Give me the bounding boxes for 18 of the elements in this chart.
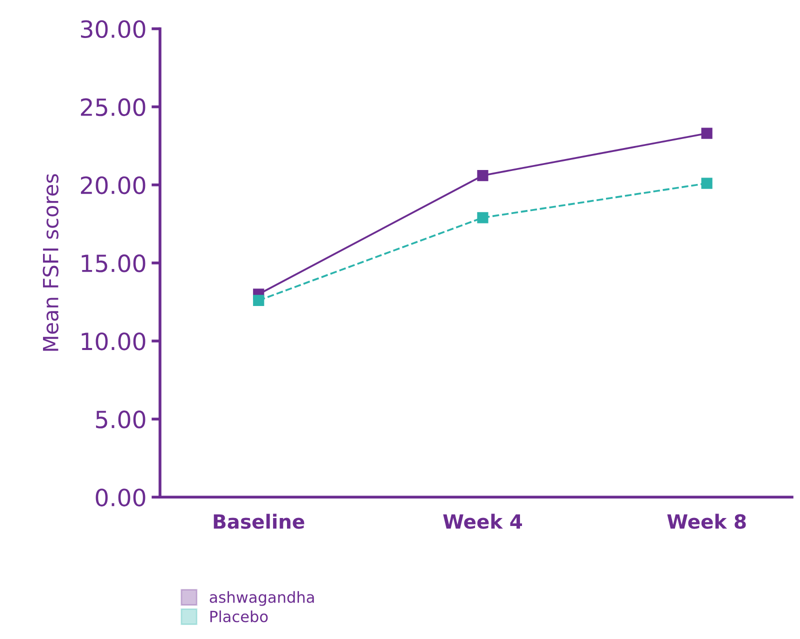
point	[253, 294, 264, 306]
point	[701, 128, 712, 139]
y-tick-label: 0.00	[96, 488, 146, 506]
y-tick-label: 20.00	[80, 176, 146, 194]
y-tick-label: 30.00	[81, 20, 146, 38]
point	[701, 178, 712, 189]
x-tick-label: Week 8	[667, 514, 746, 529]
y-tick-label: 5.00	[96, 410, 146, 428]
y-tick-label: 15.00	[82, 254, 146, 272]
x-tick-label: Week 4	[443, 514, 522, 529]
legend-label: ashwagandha	[210, 591, 314, 606]
y-tick-label: 10.00	[82, 332, 146, 350]
y-axis-title: Mean FSFI scores	[42, 174, 59, 351]
y-tick-label: 25.00	[80, 98, 146, 116]
point	[477, 212, 488, 224]
legend-label: Placebo	[210, 610, 268, 622]
x-tick-label: Baseline	[214, 514, 304, 529]
point	[477, 170, 488, 182]
